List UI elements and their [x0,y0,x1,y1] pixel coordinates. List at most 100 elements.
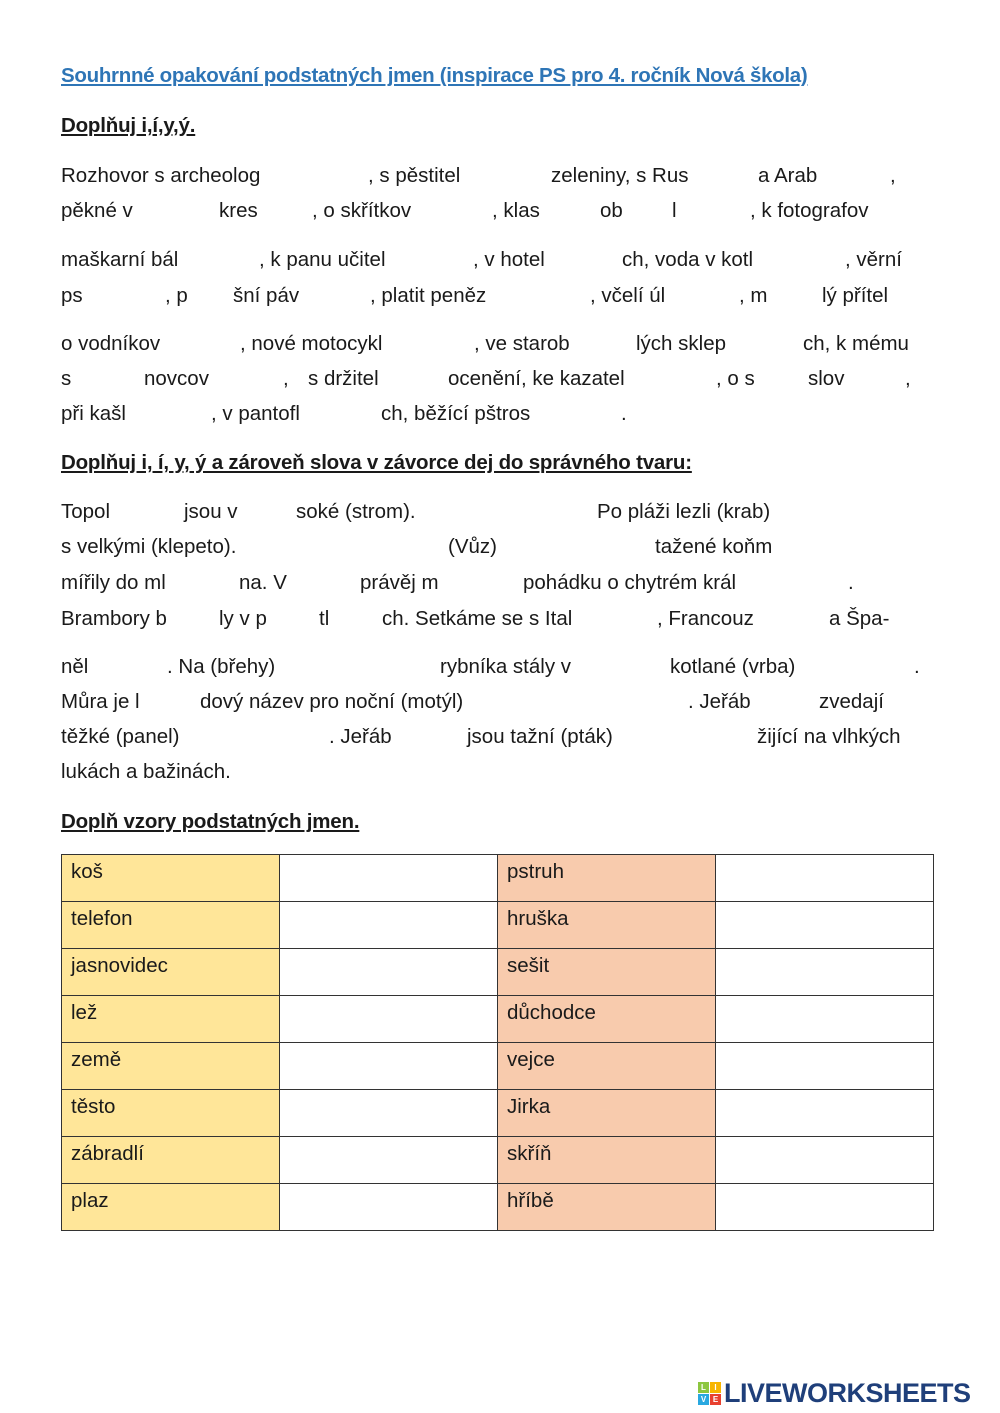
pattern-answer-field[interactable] [279,1183,498,1231]
table-row: telefon hruška [61,901,934,949]
s2-text-fragment: těžké (panel) [61,725,180,748]
s1-text-fragment: zeleniny, s Rus [551,164,689,187]
noun-cell: pstruh [497,854,716,902]
noun-cell: důchodce [497,995,716,1043]
s1-text-fragment: slov [808,367,845,390]
logo-cubes-icon: L I V E [698,1382,721,1405]
pattern-answer-field[interactable] [279,995,498,1043]
s2-text-fragment: Můra je l [61,690,140,713]
table-row: jasnovidec sešit [61,948,934,996]
s1-text-fragment: maškarní bál [61,248,179,271]
noun-cell: sešit [497,948,716,996]
patterns-table: koš pstruh telefon hruška jasnovidec sešit lež… [61,854,934,1231]
s1-text-fragment: , m [739,284,768,307]
section1-heading: Doplňuj i,í,y,ý. [61,114,196,137]
table-row: plaz hříbě [61,1183,934,1231]
s1-text-fragment: , nové motocykl [240,332,383,355]
pattern-answer-field[interactable] [279,1136,498,1184]
pattern-answer-field[interactable] [715,901,934,949]
pattern-answer-field[interactable] [715,948,934,996]
noun-cell: koš [61,854,280,902]
noun-cell: hříbě [497,1183,716,1231]
pattern-answer-field[interactable] [279,854,498,902]
s1-text-fragment: , [890,164,896,187]
worksheet-title: Souhrnné opakování podstatných jmen (ins… [61,64,808,87]
s1-text-fragment: ob [600,199,623,222]
table-row: zábradlí skříň [61,1136,934,1184]
liveworksheets-logo: L I V E LIVEWORKSHEETS [698,1378,971,1409]
s2-text-fragment: tažené koňm [655,535,773,558]
s2-text-fragment: . Na (břehy) [167,655,276,678]
s1-text-fragment: , včelí úl [590,284,666,307]
s1-text-fragment: kres [219,199,258,222]
s2-text-fragment: . Jeřáb [329,725,392,748]
table-row: lež důchodce [61,995,934,1043]
s2-text-fragment: právěj m [360,571,439,594]
s2-text-fragment: soké (strom). [296,500,416,523]
s2-text-fragment: na. V [239,571,287,594]
pattern-answer-field[interactable] [715,1089,934,1137]
s2-text-fragment: . [848,571,854,594]
pattern-answer-field[interactable] [715,1136,934,1184]
s2-text-fragment: ch. Setkáme se s Ital [382,607,573,630]
s2-text-fragment: rybníka stály v [440,655,572,678]
s1-text-fragment: , s pěstitel [368,164,461,187]
s1-text-fragment: l [672,199,677,222]
noun-cell: plaz [61,1183,280,1231]
logo-text: LIVEWORKSHEETS [724,1378,971,1408]
s1-text-fragment: , klas [492,199,540,222]
section3-heading: Doplň vzory podstatných jmen. [61,810,360,833]
s1-text-fragment: a Arab [758,164,818,187]
logo-cube: L [698,1382,709,1393]
pattern-answer-field[interactable] [279,1089,498,1137]
s1-text-fragment: , k fotografov [750,199,869,222]
noun-cell: těsto [61,1089,280,1137]
noun-cell: země [61,1042,280,1090]
table-row: koš pstruh [61,854,934,902]
s1-text-fragment: šní páv [233,284,300,307]
s2-text-fragment: jsou tažní (pták) [467,725,613,748]
s1-text-fragment: ch, voda v kotl [622,248,754,271]
s2-text-fragment: , Francouz [657,607,754,630]
pattern-answer-field[interactable] [715,854,934,902]
pattern-answer-field[interactable] [279,948,498,996]
s2-text-fragment: zvedají [819,690,884,713]
s1-text-fragment: , p [165,284,188,307]
noun-cell: jasnovidec [61,948,280,996]
s1-text-fragment: pěkné v [61,199,133,222]
s2-text-fragment: a Špa- [829,607,890,630]
s2-text-fragment: ly v p [219,607,267,630]
pattern-answer-field[interactable] [715,1183,934,1231]
s1-text-fragment: , k panu učitel [259,248,386,271]
s1-text-fragment: o vodníkov [61,332,161,355]
noun-cell: telefon [61,901,280,949]
s2-text-fragment: žijící na vlhkých [757,725,901,748]
pattern-answer-field[interactable] [715,995,934,1043]
s1-text-fragment: ps [61,284,83,307]
noun-cell: vejce [497,1042,716,1090]
logo-cube: V [698,1394,709,1405]
s1-text-fragment: lý přítel [822,284,889,307]
s1-text-fragment: lých sklep [636,332,727,355]
pattern-answer-field[interactable] [279,1042,498,1090]
s2-text-fragment: dový název pro noční (motýl) [200,690,464,713]
s1-text-fragment: . [621,402,627,425]
s2-text-fragment: Topol [61,500,111,523]
s1-text-fragment: , věrní [845,248,902,271]
pattern-answer-field[interactable] [279,901,498,949]
s1-text-fragment: ch, běžící pštros [381,402,531,425]
logo-cube: E [710,1394,721,1405]
s1-text-fragment: s [61,367,72,390]
s2-text-fragment: . Jeřáb [688,690,751,713]
s1-text-fragment: , o skřítkov [312,199,412,222]
s1-text-fragment: ch, k mému [803,332,909,355]
noun-cell: lež [61,995,280,1043]
s1-text-fragment: , [905,367,911,390]
pattern-answer-field[interactable] [715,1042,934,1090]
s2-text-fragment: (Vůz) [448,535,497,558]
logo-cube: I [710,1382,721,1393]
table-row: těsto Jirka [61,1089,934,1137]
s2-text-fragment: pohádku o chytrém král [523,571,737,594]
s1-text-fragment: , o s [716,367,755,390]
s1-text-fragment: , [283,367,289,390]
